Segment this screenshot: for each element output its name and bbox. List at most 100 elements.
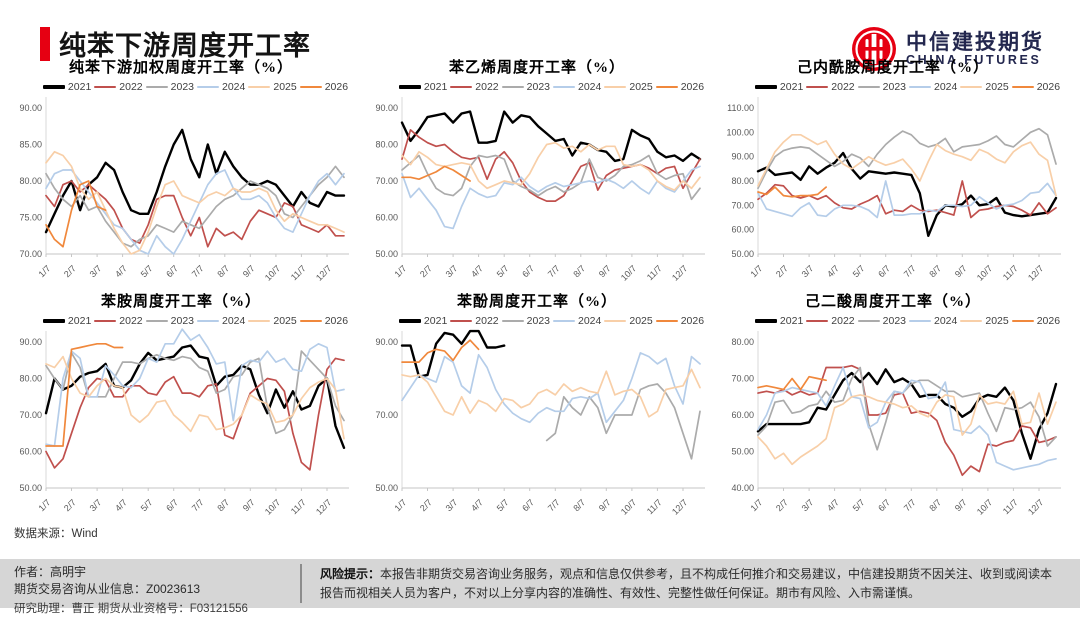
legend-label: 2021 — [423, 315, 448, 327]
legend-label: 2025 — [629, 81, 653, 93]
legend-label: 2023 — [882, 315, 906, 327]
legend-swatch-2021 — [398, 319, 421, 323]
svg-text:70.00: 70.00 — [375, 410, 398, 420]
brand-name-en: CHINA FUTURES — [906, 52, 1042, 67]
legend-item-2022: 2022 — [91, 81, 143, 93]
legend-item-2026: 2026 — [1009, 81, 1060, 93]
legend-label: 2021 — [67, 81, 92, 93]
svg-text:2/7: 2/7 — [62, 497, 78, 513]
legend-swatch-2025 — [248, 319, 271, 323]
svg-text:10/7: 10/7 — [263, 497, 282, 516]
legend-swatch-2021 — [754, 85, 777, 89]
svg-text:50.00: 50.00 — [731, 447, 754, 457]
legend-item-2022: 2022 — [447, 81, 499, 93]
chart-title: 苯胺周度开工率（%） — [100, 294, 261, 310]
svg-text:9/7: 9/7 — [953, 263, 969, 279]
svg-text:6/7: 6/7 — [876, 497, 892, 513]
chart-plot: 110.00 100.00 90.00 80.00 70.00 60.00 50.00 1/7… — [726, 97, 1061, 283]
chart-title: 苯乙烯周度开工率（%） — [448, 60, 625, 76]
legend-item-2021: 2021 — [40, 81, 91, 93]
legend-swatch-2022 — [450, 319, 473, 323]
svg-text:3/7: 3/7 — [800, 263, 816, 279]
brand-logo-text: 中信建投期货 CHINA FUTURES — [906, 31, 1044, 68]
svg-text:9/7: 9/7 — [241, 497, 257, 513]
svg-text:4/7: 4/7 — [469, 263, 485, 279]
legend-item-2023: 2023 — [499, 315, 550, 327]
chart-plot: 90.00 70.00 50.00 1/7 2/7 3/7 4/7 5/7 6/7 7/7 8/7 9… — [375, 329, 705, 517]
legend-swatch-2024 — [553, 85, 575, 89]
legend-label: 2026 — [324, 81, 349, 93]
svg-text:8/7: 8/7 — [215, 497, 231, 513]
legend-label: 2023 — [526, 81, 550, 93]
legend-label: 2023 — [170, 315, 194, 327]
legend-label: 2022 — [831, 81, 855, 93]
svg-text:9/7: 9/7 — [597, 263, 613, 279]
legend-item-2026: 2026 — [1009, 315, 1060, 327]
footer: 作者：高明宇 期货交易咨询从业信息：Z0023613 研究助理：曹正 期货从业资… — [0, 556, 1080, 615]
svg-text:4/7: 4/7 — [825, 497, 841, 513]
legend-item-2022: 2022 — [803, 315, 855, 327]
svg-text:80.00: 80.00 — [375, 140, 398, 150]
svg-text:9/7: 9/7 — [597, 497, 613, 513]
chart-plot: 90.00 80.00 70.00 60.00 50.00 1/7 2/7 3/7 4/7 5/7… — [19, 328, 349, 517]
legend-label: 2026 — [680, 315, 705, 327]
legend-swatch-2024 — [197, 85, 219, 89]
legend-label: 2023 — [170, 81, 194, 93]
svg-text:7/7: 7/7 — [546, 263, 562, 279]
chart-legend: 2021 2022 2023 2024 2025 2026 — [388, 80, 712, 94]
legend-label: 2021 — [67, 315, 92, 327]
svg-text:5/7: 5/7 — [495, 497, 511, 513]
svg-text:90.00: 90.00 — [375, 337, 398, 347]
legend-swatch-2021 — [754, 319, 777, 323]
chart-caprolactam: 己内酰胺周度开工率（%） 2021 2022 2023 2024 2025 2026 11… — [718, 58, 1068, 288]
legend-item-2022: 2022 — [803, 81, 855, 93]
svg-text:8/7: 8/7 — [927, 497, 943, 513]
svg-text:50.00: 50.00 — [375, 483, 398, 493]
legend-label: 2025 — [273, 81, 297, 93]
svg-text:60.00: 60.00 — [731, 225, 754, 235]
legend-swatch-2023 — [145, 319, 168, 323]
legend-item-2021: 2021 — [396, 81, 447, 93]
legend-swatch-2025 — [604, 85, 627, 89]
svg-text:80.00: 80.00 — [731, 176, 754, 186]
legend-item-2026: 2026 — [297, 315, 348, 327]
legend-label: 2024 — [578, 315, 602, 327]
svg-text:1/7: 1/7 — [392, 263, 408, 279]
svg-text:7/7: 7/7 — [190, 263, 206, 279]
legend-label: 2021 — [779, 81, 804, 93]
legend-item-2021: 2021 — [752, 81, 803, 93]
legend-item-2025: 2025 — [957, 81, 1009, 93]
risk-disclaimer: 风险提示：本报告非期货交易咨询业务服务，观点和信息仅供参考，且不构成任何推介和交… — [312, 559, 1080, 608]
chart-plot: 90.00 85.00 80.00 75.00 70.00 1/7 2/7 3/7 4/7 5/7… — [19, 97, 349, 283]
chart-aniline: 苯胺周度开工率（%） 2021 2022 2023 2024 2025 2026 90.0… — [6, 292, 356, 522]
legend-label: 2022 — [475, 81, 499, 93]
svg-text:11/7: 11/7 — [289, 263, 308, 282]
svg-text:7/7: 7/7 — [190, 497, 206, 513]
svg-text:12/7: 12/7 — [314, 497, 333, 516]
charts-grid: 纯苯下游加权周度开工率（%） 2021 2022 2023 2024 2025 2026 … — [0, 56, 1080, 522]
data-source-note: 数据来源：Wind — [14, 528, 98, 540]
svg-text:6/7: 6/7 — [520, 497, 536, 513]
svg-text:4/7: 4/7 — [469, 497, 485, 513]
svg-text:10/7: 10/7 — [975, 263, 994, 282]
svg-text:2/7: 2/7 — [774, 263, 790, 279]
legend-swatch-2026 — [1011, 319, 1034, 323]
legend-swatch-2022 — [450, 85, 473, 89]
legend-item-2024: 2024 — [550, 315, 601, 327]
svg-text:10/7: 10/7 — [619, 263, 638, 282]
legend-item-2026: 2026 — [653, 315, 704, 327]
svg-text:8/7: 8/7 — [571, 497, 587, 513]
legend-label: 2023 — [526, 315, 550, 327]
svg-text:80.00: 80.00 — [19, 176, 42, 186]
legend-item-2024: 2024 — [906, 81, 957, 93]
svg-text:7/7: 7/7 — [546, 497, 562, 513]
legend-item-2025: 2025 — [245, 81, 297, 93]
legend-label: 2026 — [1036, 315, 1061, 327]
svg-text:80.00: 80.00 — [19, 374, 42, 384]
svg-text:5/7: 5/7 — [851, 263, 867, 279]
legend-label: 2026 — [1036, 81, 1061, 93]
license-line: 期货交易咨询从业信息：Z0023613 — [14, 582, 201, 597]
legend-item-2023: 2023 — [855, 81, 906, 93]
legend-swatch-2022 — [806, 85, 829, 89]
